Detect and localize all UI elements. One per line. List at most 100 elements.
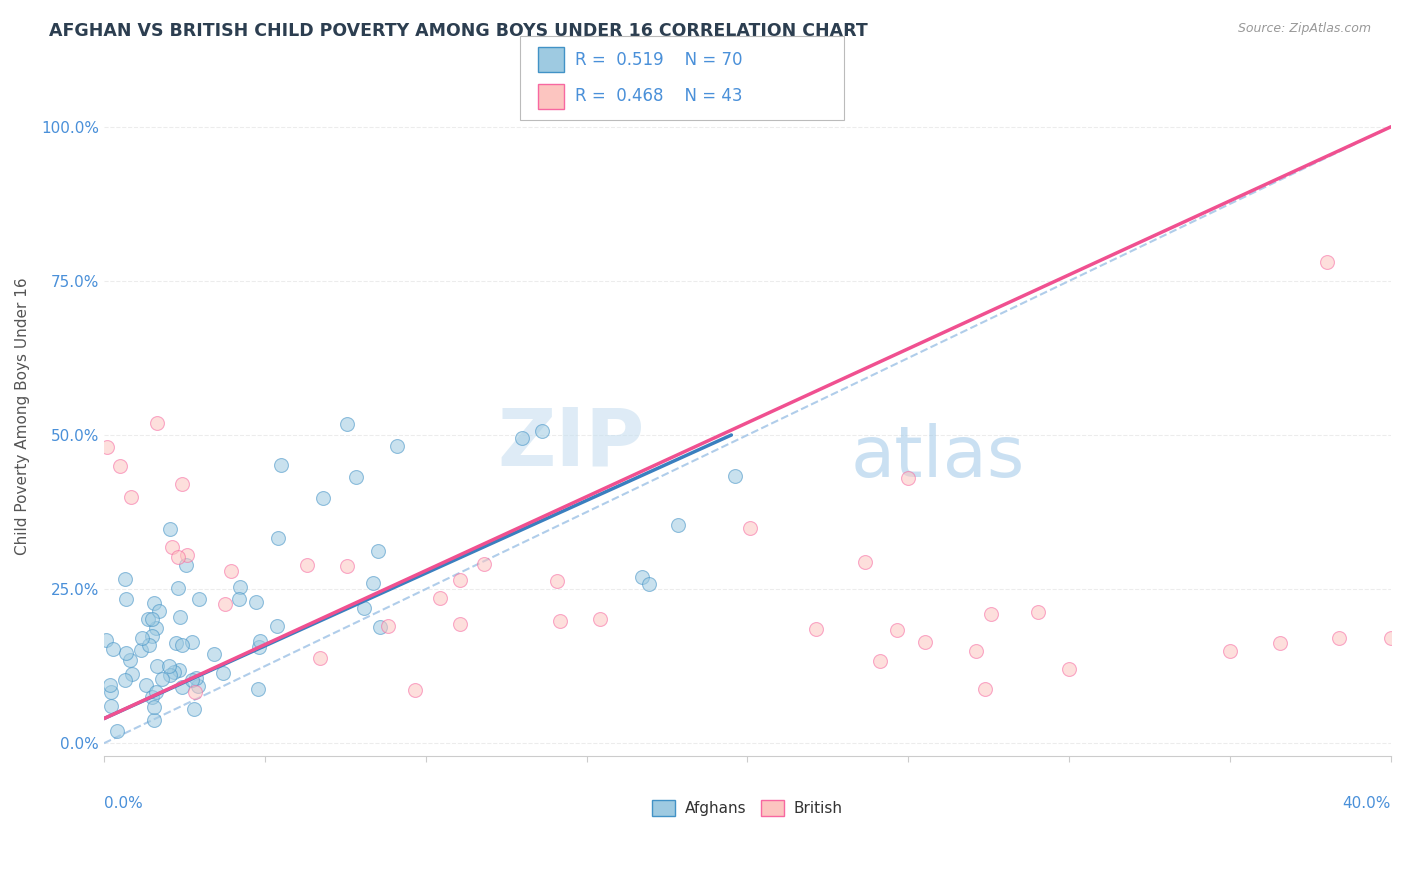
Point <box>740 521 762 535</box>
Point <box>141 690 163 704</box>
Text: 40.0%: 40.0% <box>1343 797 1391 811</box>
Point <box>143 713 166 727</box>
Text: R =  0.468    N = 43: R = 0.468 N = 43 <box>575 87 742 105</box>
Point <box>1379 632 1402 646</box>
Point <box>148 604 170 618</box>
Text: ZIP: ZIP <box>498 405 644 483</box>
Point <box>115 646 138 660</box>
Point <box>184 671 207 685</box>
Point <box>546 574 568 589</box>
Point <box>404 683 426 698</box>
Point <box>214 597 236 611</box>
Point <box>160 540 183 554</box>
Point <box>157 659 180 673</box>
Point <box>150 672 173 686</box>
Point <box>353 601 375 615</box>
Point <box>1057 662 1080 676</box>
Point <box>114 572 136 586</box>
Point <box>914 635 936 649</box>
Point <box>219 564 242 578</box>
Point <box>96 440 118 454</box>
Point <box>98 678 121 692</box>
Point <box>141 612 163 626</box>
Point <box>246 681 269 696</box>
Text: Source: ZipAtlas.com: Source: ZipAtlas.com <box>1237 22 1371 36</box>
Point <box>267 532 290 546</box>
Point <box>631 570 654 584</box>
Point <box>367 543 389 558</box>
Point <box>638 576 661 591</box>
Point <box>344 469 367 483</box>
Point <box>869 654 891 668</box>
Point <box>170 681 193 695</box>
Point <box>980 607 1002 622</box>
Text: AFGHAN VS BRITISH CHILD POVERTY AMONG BOYS UNDER 16 CORRELATION CHART: AFGHAN VS BRITISH CHILD POVERTY AMONG BO… <box>49 22 868 40</box>
Point <box>510 431 533 445</box>
Point <box>266 619 288 633</box>
Point <box>336 558 359 573</box>
Point <box>377 619 399 633</box>
Point <box>172 638 194 652</box>
Point <box>174 558 197 573</box>
Point <box>449 617 471 632</box>
Y-axis label: Child Poverty Among Boys Under 16: Child Poverty Among Boys Under 16 <box>15 277 30 556</box>
Point <box>724 469 747 483</box>
Point <box>1327 631 1350 645</box>
Point <box>806 622 828 636</box>
Legend: Afghans, British: Afghans, British <box>647 794 849 822</box>
Point <box>108 458 131 473</box>
Point <box>142 699 165 714</box>
Point <box>145 684 167 698</box>
Text: 0.0%: 0.0% <box>104 797 143 811</box>
Point <box>129 643 152 657</box>
Point <box>449 573 471 587</box>
Point <box>308 651 330 665</box>
Point <box>165 636 187 650</box>
Point <box>159 668 181 682</box>
Point <box>184 685 207 699</box>
Point <box>146 416 169 430</box>
Point <box>1270 635 1292 649</box>
Point <box>163 665 186 679</box>
Point <box>115 592 138 607</box>
Point <box>96 632 118 647</box>
Point <box>167 549 190 564</box>
Point <box>202 647 225 661</box>
Point <box>212 666 235 681</box>
Point <box>180 635 202 649</box>
Point <box>105 723 128 738</box>
Point <box>101 641 124 656</box>
Point <box>336 417 359 431</box>
Point <box>361 576 384 591</box>
Text: atlas: atlas <box>851 423 1025 491</box>
Point <box>531 424 554 438</box>
Point <box>183 701 205 715</box>
Point <box>228 591 250 606</box>
Point <box>247 640 270 654</box>
Point <box>472 557 495 571</box>
Point <box>188 592 211 607</box>
Point <box>668 517 690 532</box>
Point <box>270 458 292 472</box>
Point <box>229 580 252 594</box>
Point <box>368 620 391 634</box>
Point <box>897 471 920 485</box>
Point <box>853 555 876 569</box>
Point <box>589 612 612 626</box>
Point <box>965 643 987 657</box>
Point <box>312 491 335 505</box>
Point <box>167 664 190 678</box>
Point <box>136 612 159 626</box>
Point <box>100 685 122 699</box>
Point <box>886 623 908 637</box>
Point <box>1316 255 1339 269</box>
Point <box>142 595 165 609</box>
Point <box>974 681 997 696</box>
Point <box>159 522 181 536</box>
Point <box>187 679 209 693</box>
Point <box>145 621 167 635</box>
Point <box>170 477 193 491</box>
Point <box>100 698 122 713</box>
Point <box>167 581 190 595</box>
Point <box>169 609 191 624</box>
